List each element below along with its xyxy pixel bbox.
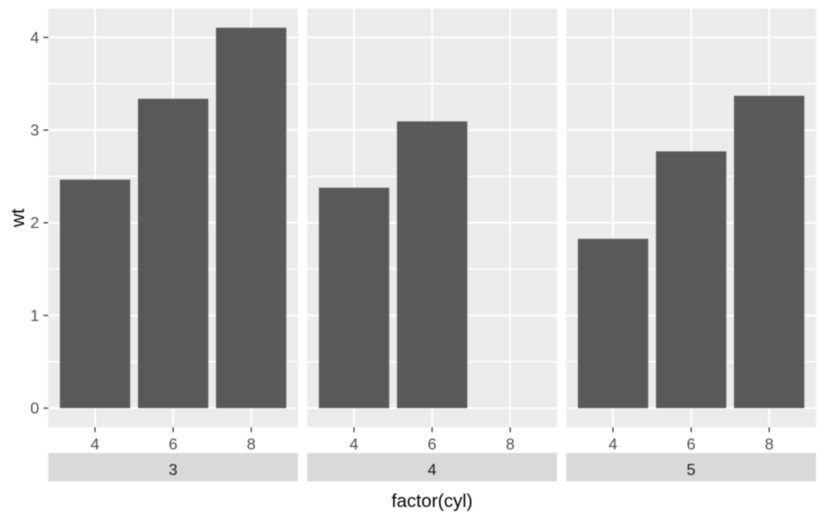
svg-text:4: 4 bbox=[91, 436, 100, 453]
svg-text:3: 3 bbox=[169, 462, 178, 479]
svg-text:factor(cyl): factor(cyl) bbox=[391, 490, 472, 511]
svg-text:4: 4 bbox=[428, 462, 437, 479]
svg-text:wt: wt bbox=[7, 209, 28, 229]
svg-text:0: 0 bbox=[30, 401, 39, 418]
svg-text:8: 8 bbox=[247, 436, 256, 453]
svg-text:6: 6 bbox=[428, 436, 437, 453]
svg-text:4: 4 bbox=[30, 30, 39, 47]
svg-text:8: 8 bbox=[506, 436, 515, 453]
svg-text:6: 6 bbox=[169, 436, 178, 453]
svg-text:4: 4 bbox=[609, 436, 618, 453]
svg-text:6: 6 bbox=[687, 436, 696, 453]
svg-text:4: 4 bbox=[350, 436, 359, 453]
svg-text:1: 1 bbox=[30, 308, 39, 325]
svg-text:3: 3 bbox=[30, 123, 39, 140]
svg-text:8: 8 bbox=[765, 436, 774, 453]
svg-text:2: 2 bbox=[30, 215, 39, 232]
svg-text:5: 5 bbox=[687, 462, 696, 479]
